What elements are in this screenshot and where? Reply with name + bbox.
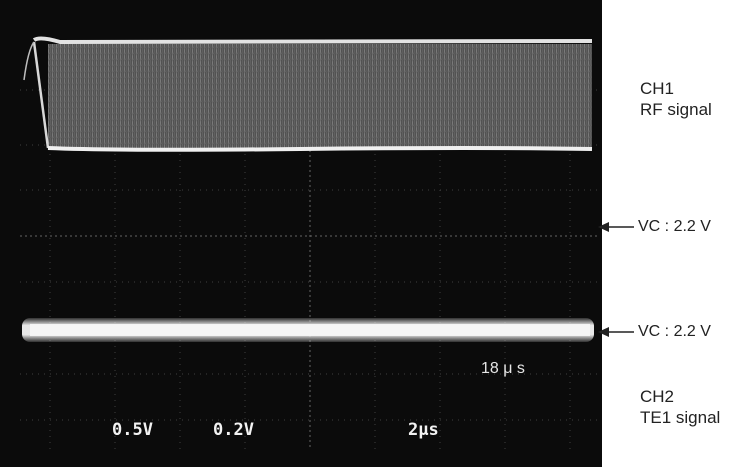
- ch1-label: CH1 RF signal: [640, 78, 712, 120]
- timebase-readout: 2μs: [408, 420, 439, 440]
- ch1-rf-trace: [23, 36, 593, 152]
- time-annotation: 18 μ s: [481, 360, 525, 377]
- ch2-label: CH2 TE1 signal: [640, 386, 720, 428]
- ch2-scale-readout: 0.2V: [213, 420, 254, 440]
- oscilloscope-screen: 18 μ s 0.5V 0.2V 2μs: [0, 0, 602, 467]
- arrow-left-icon: [598, 222, 634, 232]
- scope-graphic: [20, 36, 600, 450]
- ch1-name: CH1: [640, 79, 675, 98]
- vc-marker-bottom: VC : 2.2 V: [598, 323, 711, 341]
- vc-top-label: VC : 2.2 V: [638, 218, 711, 235]
- ch2-te1-trace: [22, 318, 594, 342]
- graticule-center: [20, 40, 600, 450]
- ch2-name: CH2: [640, 387, 675, 406]
- ch1-scale-readout: 0.5V: [112, 420, 153, 440]
- ch2-description: TE1 signal: [640, 408, 721, 427]
- arrow-left-icon: [598, 327, 634, 337]
- ch1-description: RF signal: [640, 100, 712, 119]
- vc-bottom-label: VC : 2.2 V: [638, 323, 711, 340]
- vc-marker-top: VC : 2.2 V: [598, 218, 711, 236]
